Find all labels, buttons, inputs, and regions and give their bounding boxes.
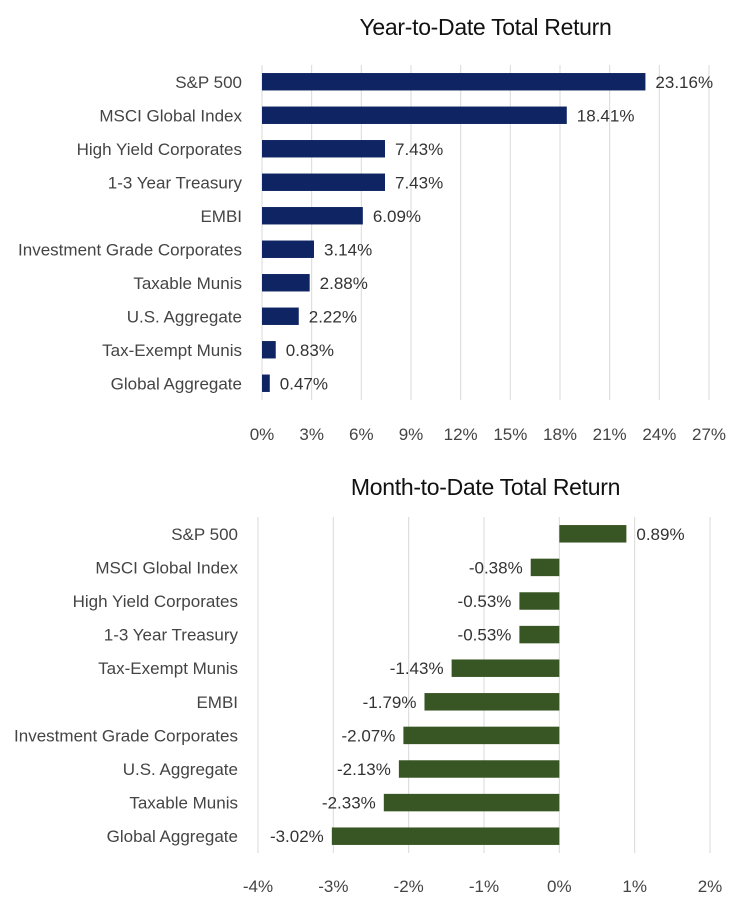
x-tick-label: 0% xyxy=(547,877,572,896)
category-label: Tax-Exempt Munis xyxy=(98,659,238,678)
data-label: 6.09% xyxy=(373,207,421,226)
category-label: Global Aggregate xyxy=(111,374,242,393)
ytd-chart: Year-to-Date Total Return 0% 3% 6% 9% 12% 15%… xyxy=(0,0,734,450)
bar xyxy=(262,240,314,258)
category-label: High Yield Corporates xyxy=(73,592,238,611)
bar xyxy=(519,592,560,610)
category-label: S&P 500 xyxy=(171,525,238,544)
data-label: 7.43% xyxy=(395,140,443,159)
category-label: U.S. Aggregate xyxy=(123,760,238,779)
category-label: 1-3 Year Treasury xyxy=(108,173,243,192)
bar xyxy=(262,307,299,325)
category-label: Investment Grade Corporates xyxy=(14,726,238,745)
bar xyxy=(451,659,560,677)
data-label: 2.88% xyxy=(320,274,368,293)
category-label: Taxable Munis xyxy=(133,274,242,293)
bar xyxy=(559,525,627,543)
bar xyxy=(519,625,560,644)
category-label: Tax-Exempt Munis xyxy=(102,341,242,360)
mtd-chart: Month-to-Date Total Return -4% -3% -2% -1% 0… xyxy=(0,460,734,905)
category-label: Taxable Munis xyxy=(129,794,238,813)
chart-title: Month-to-Date Total Return xyxy=(350,474,621,500)
category-label: EMBI xyxy=(200,207,242,226)
category-label: S&P 500 xyxy=(175,73,242,92)
x-tick-label: 6% xyxy=(349,425,374,444)
x-tick-label: 1% xyxy=(622,877,647,896)
data-label: -2.13% xyxy=(337,760,391,779)
bar xyxy=(262,341,276,359)
bar xyxy=(262,106,567,124)
data-label: 0.83% xyxy=(286,341,334,360)
x-tick-label: 2% xyxy=(698,877,723,896)
category-label: EMBI xyxy=(196,693,238,712)
data-label: -2.33% xyxy=(322,794,376,813)
x-tick-label: 12% xyxy=(444,425,478,444)
bar xyxy=(530,558,560,577)
bar xyxy=(398,760,560,778)
data-label: 3.14% xyxy=(324,240,372,259)
category-label: 1-3 Year Treasury xyxy=(104,626,239,645)
x-tick-label: -4% xyxy=(243,877,273,896)
x-tick-label: 15% xyxy=(493,425,527,444)
x-tick-label: 3% xyxy=(299,425,324,444)
data-label: -2.07% xyxy=(342,726,396,745)
data-label: -1.43% xyxy=(390,659,444,678)
data-label: -0.53% xyxy=(458,592,512,611)
data-label: 0.89% xyxy=(636,525,684,544)
bar xyxy=(262,374,270,392)
category-label: MSCI Global Index xyxy=(95,558,238,577)
data-label: 23.16% xyxy=(655,73,713,92)
ytd-chart-plot: 0% 3% 6% 9% 12% 15% 18% 21% 24% 27% S&P 500 23.16% M… xyxy=(18,65,726,444)
bar xyxy=(262,173,386,191)
data-label: -0.53% xyxy=(458,626,512,645)
x-tick-label: -1% xyxy=(469,877,499,896)
bar xyxy=(262,73,646,91)
data-label: 2.22% xyxy=(309,307,357,326)
category-label: MSCI Global Index xyxy=(99,106,242,125)
bar xyxy=(262,140,386,158)
mtd-chart-plot: -4% -3% -2% -1% 0% 1% 2% S&P 500 0.89% MSCI Globa… xyxy=(14,517,723,896)
x-tick-label: -3% xyxy=(318,877,348,896)
x-tick-label: -2% xyxy=(394,877,424,896)
data-label: -0.38% xyxy=(469,558,523,577)
data-label: -3.02% xyxy=(270,827,324,846)
x-tick-label: 9% xyxy=(399,425,424,444)
x-tick-label: 24% xyxy=(642,425,676,444)
bar xyxy=(331,827,560,845)
data-label: 18.41% xyxy=(577,106,635,125)
x-tick-label: 18% xyxy=(543,425,577,444)
bar xyxy=(262,207,363,225)
x-tick-label: 27% xyxy=(692,425,726,444)
data-label: 7.43% xyxy=(395,173,443,192)
category-label: Investment Grade Corporates xyxy=(18,240,242,259)
category-label: U.S. Aggregate xyxy=(127,307,242,326)
chart-title: Year-to-Date Total Return xyxy=(359,14,612,40)
category-label: High Yield Corporates xyxy=(77,140,242,159)
bar xyxy=(383,793,560,812)
x-tick-label: 21% xyxy=(593,425,627,444)
bar xyxy=(403,726,560,745)
category-label: Global Aggregate xyxy=(107,827,238,846)
bar xyxy=(262,274,310,292)
data-label: -1.79% xyxy=(363,693,417,712)
bar xyxy=(424,693,560,711)
data-label: 0.47% xyxy=(280,374,328,393)
x-tick-label: 0% xyxy=(250,425,275,444)
